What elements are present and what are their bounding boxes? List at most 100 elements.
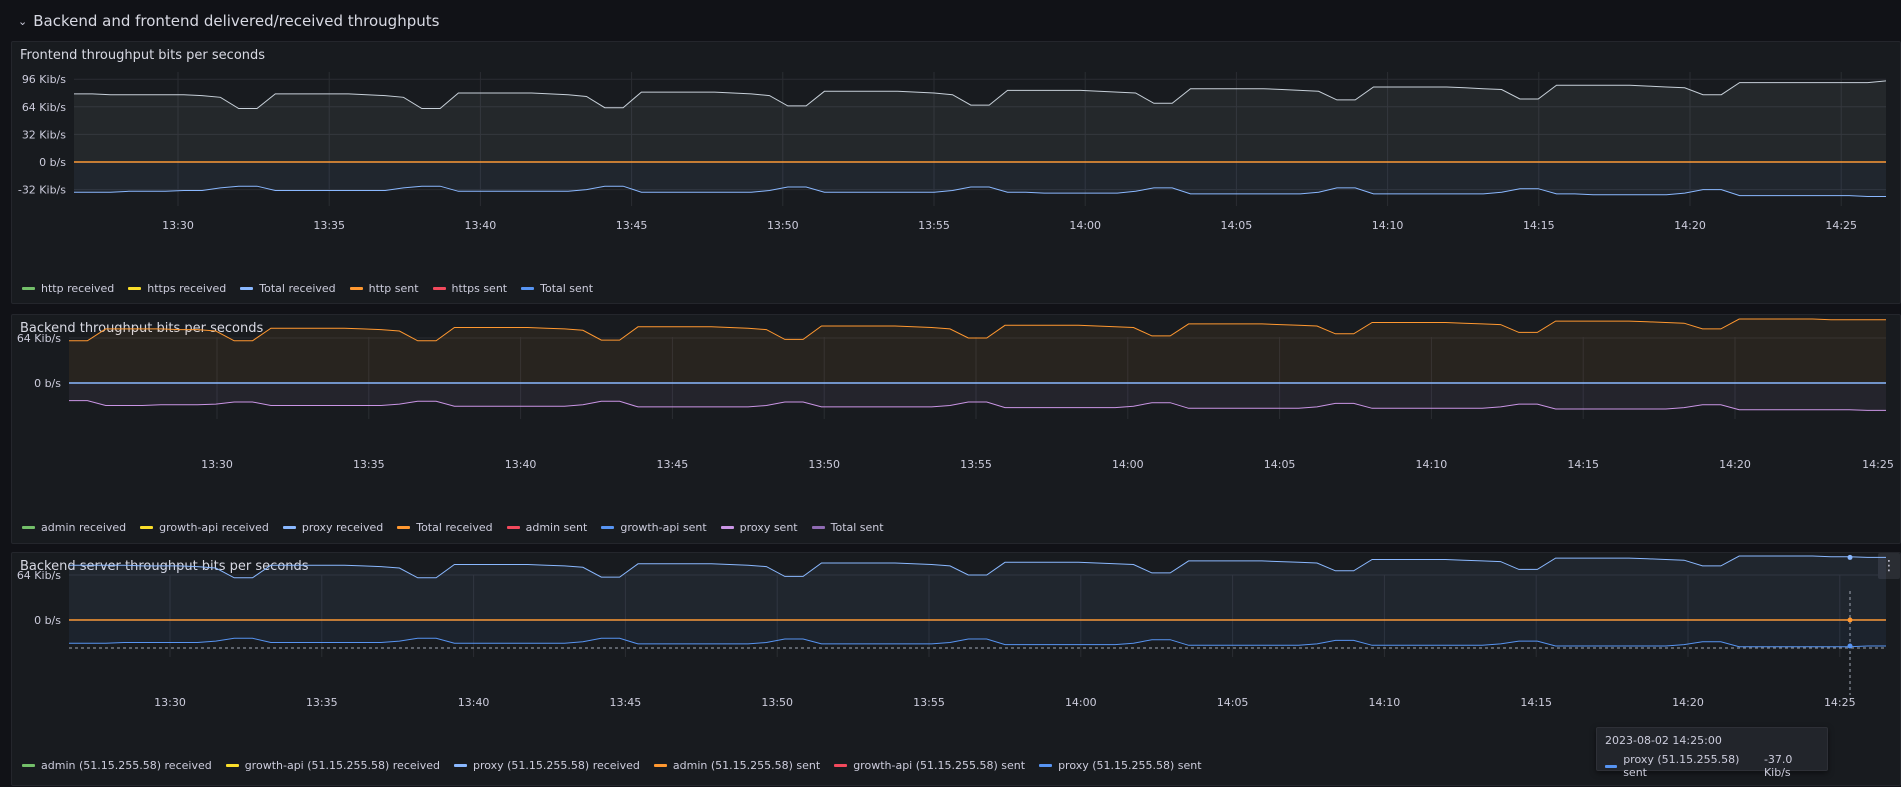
- y-tick-label: 64 Kib/s: [17, 332, 61, 345]
- legend-swatch: [521, 287, 535, 290]
- backend-throughput-panel[interactable]: Backend throughput bits per seconds 64 K…: [11, 314, 1901, 544]
- series-line: [74, 80, 1887, 109]
- legend-label: growth-api (51.15.255.58) received: [244, 759, 440, 772]
- legend-item[interactable]: admin sent: [506, 521, 588, 534]
- legend-item[interactable]: Total received: [397, 521, 493, 534]
- legend-swatch: [397, 526, 411, 529]
- series-group: [74, 80, 1887, 197]
- x-tick-label: 13:30: [201, 458, 233, 471]
- legend-label: Total received: [259, 282, 336, 295]
- backend-server-throughput-chart[interactable]: 64 Kib/s 0 b/s 13:30 13:35 13:40 13:45 13:50 13…: [12, 553, 1901, 787]
- x-tick-label: 14:05: [1217, 696, 1249, 709]
- legend-label: https received: [147, 282, 227, 295]
- legend-label: admin (51.15.255.58) received: [41, 759, 212, 772]
- x-tick-label: 13:30: [162, 219, 194, 232]
- panel-title: Frontend throughput bits per seconds: [20, 48, 266, 63]
- x-tick-label: 14:10: [1369, 696, 1401, 709]
- x-tick-label: 13:45: [610, 696, 642, 709]
- kebab-menu-icon[interactable]: ⋮: [1878, 553, 1900, 579]
- row-title: Backend and frontend delivered/received …: [33, 12, 440, 30]
- legend-item[interactable]: https sent: [432, 282, 508, 295]
- chart-legend: http received https received Total receive…: [22, 282, 593, 295]
- y-tick-label: 64 Kib/s: [17, 569, 61, 582]
- hover-point: [1847, 643, 1853, 649]
- legend-label: growth-api received: [159, 521, 269, 534]
- x-tick-label: 14:05: [1221, 219, 1253, 232]
- series-area: [74, 80, 1886, 162]
- legend-label: Total sent: [830, 521, 884, 534]
- series-group: [69, 555, 1886, 648]
- frontend-throughput-chart[interactable]: 96 Kib/s 64 Kib/s 32 Kib/s 0 b/s -32 Kib/s 13…: [12, 42, 1901, 305]
- legend-item[interactable]: http received: [22, 282, 114, 295]
- legend-item[interactable]: admin received: [22, 521, 126, 534]
- hover-point: [1847, 617, 1853, 623]
- chart-legend: admin received growth-api received proxy r…: [22, 521, 884, 534]
- series-area: [69, 383, 1886, 411]
- legend-swatch: [282, 526, 296, 529]
- legend-item[interactable]: proxy received: [282, 521, 383, 534]
- legend-item[interactable]: Total received: [240, 282, 336, 295]
- chart-tooltip: 2023-08-02 14:25:00 proxy (51.15.255.58)…: [1596, 727, 1828, 779]
- legend-swatch: [128, 287, 142, 290]
- x-tick-label: 14:15: [1567, 458, 1599, 471]
- legend-item[interactable]: admin (51.15.255.58) received: [22, 759, 212, 772]
- x-tick-label: 13:35: [353, 458, 385, 471]
- x-tick-label: 14:15: [1523, 219, 1555, 232]
- legend-swatch: [720, 526, 734, 529]
- y-tick-label: 96 Kib/s: [22, 73, 66, 86]
- y-tick-label: 32 Kib/s: [22, 128, 66, 141]
- legend-item[interactable]: https received: [128, 282, 226, 295]
- x-tick-label: 13:55: [960, 458, 992, 471]
- series-line: [69, 400, 1886, 411]
- legend-label: https sent: [451, 282, 508, 295]
- legend-item[interactable]: growth-api (51.15.255.58) received: [225, 759, 440, 772]
- legend-item[interactable]: proxy sent: [720, 521, 798, 534]
- legend-item[interactable]: Total sent: [521, 282, 593, 295]
- x-tick-label: 14:00: [1065, 696, 1097, 709]
- legend-swatch: [601, 526, 615, 529]
- legend-label: growth-api sent: [620, 521, 707, 534]
- legend-label: Total received: [416, 521, 493, 534]
- legend-swatch: [22, 287, 35, 290]
- x-tick-label: 14:00: [1069, 219, 1101, 232]
- x-tick-label: 13:40: [465, 219, 497, 232]
- x-tick-label: 13:40: [458, 696, 490, 709]
- series-group: [69, 318, 1886, 411]
- legend-swatch: [349, 287, 363, 290]
- backend-server-throughput-panel[interactable]: Backend server throughput bits per secon…: [11, 552, 1901, 786]
- legend-item[interactable]: admin (51.15.255.58) sent: [653, 759, 821, 772]
- series-area: [69, 620, 1886, 647]
- legend-item[interactable]: growth-api received: [140, 521, 269, 534]
- legend-label: admin (51.15.255.58) sent: [672, 759, 821, 772]
- x-tick-label: 13:45: [657, 458, 689, 471]
- backend-throughput-chart[interactable]: 64 Kib/s 0 b/s 13:30 13:35 13:40 13:45 13:50 13…: [12, 315, 1901, 545]
- x-tick-label: 14:10: [1372, 219, 1404, 232]
- legend-item[interactable]: Total sent: [811, 521, 884, 534]
- y-tick-label: 0 b/s: [34, 614, 61, 627]
- legend-swatch: [225, 764, 239, 767]
- legend-swatch: [140, 526, 154, 529]
- legend-item[interactable]: growth-api sent: [601, 521, 707, 534]
- legend-swatch: [653, 764, 667, 767]
- x-tick-label: 13:55: [918, 219, 950, 232]
- legend-label: admin sent: [525, 521, 588, 534]
- row-header[interactable]: ⌄ Backend and frontend delivered/receive…: [18, 10, 439, 32]
- chart-legend: admin (51.15.255.58) received growth-api …: [22, 759, 1202, 772]
- series-line: [74, 185, 1886, 197]
- legend-item[interactable]: http sent: [349, 282, 419, 295]
- x-tick-label: 13:45: [616, 219, 648, 232]
- x-tick-label: 13:50: [767, 219, 799, 232]
- hover-point: [1847, 554, 1853, 560]
- legend-item[interactable]: proxy (51.15.255.58) received: [453, 759, 640, 772]
- legend-swatch: [240, 287, 254, 290]
- x-tick-label: 13:55: [913, 696, 945, 709]
- series-line: [69, 555, 1886, 579]
- legend-label: http received: [41, 282, 115, 295]
- legend-swatch: [22, 526, 35, 529]
- legend-label: proxy (51.15.255.58) received: [472, 759, 640, 772]
- x-tick-label: 14:25: [1824, 696, 1856, 709]
- x-tick-label: 14:20: [1674, 219, 1706, 232]
- legend-item[interactable]: growth-api (51.15.255.58) sent: [834, 759, 1025, 772]
- frontend-throughput-panel[interactable]: Frontend throughput bits per seconds 96 …: [11, 41, 1901, 304]
- legend-item[interactable]: proxy (51.15.255.58) sent: [1039, 759, 1202, 772]
